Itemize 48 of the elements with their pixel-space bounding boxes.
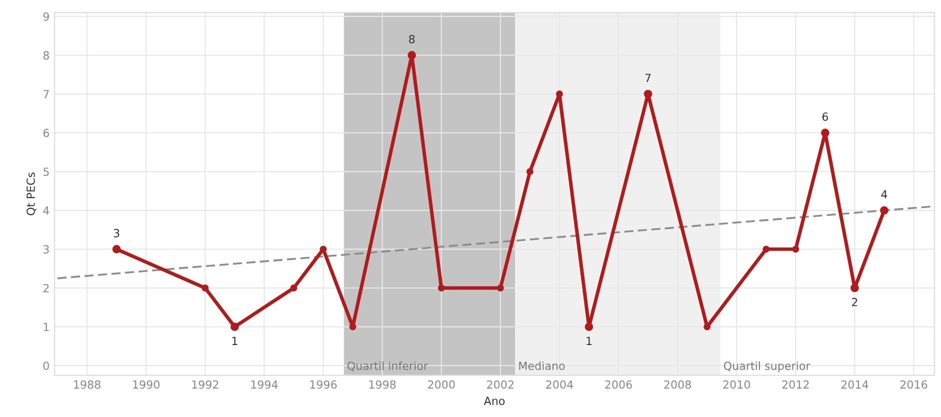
point [290,284,298,292]
x-tick-label: 2006 [605,380,632,389]
data-label: 8 [409,34,415,44]
data-label: 1 [232,336,238,345]
x-tick-label: 2010 [723,380,750,389]
y-tick-label: 1 [44,322,49,332]
x-tick-label: 1996 [310,380,337,389]
x-tick-label: 2016 [900,380,928,389]
y-tick-label: 8 [43,51,49,60]
x-tick-label: 2012 [782,380,809,389]
band-label: Quartil inferior [347,361,428,372]
point [349,323,356,330]
data-label: 3 [114,228,120,238]
point [438,284,445,292]
point [762,246,770,253]
x-tick-label: 2014 [841,380,868,389]
annotation: Quartil superior [724,361,810,372]
x-tick-label: 2008 [664,380,691,389]
y-tick-label: 7 [44,90,49,98]
y-tick-label: 5 [44,168,49,176]
x-tick-label: 1988 [74,380,100,389]
point [792,246,800,253]
y-tick-label: 6 [43,128,50,138]
x-axis-title: Ano [484,396,505,406]
y-tick-label: 9 [43,12,49,21]
x-tick-label: 1990 [133,380,160,389]
data-label: 1 [586,336,592,345]
point [202,284,209,292]
band-label: Mediano [519,361,565,370]
y-tick-label: 4 [43,206,50,215]
y-tick-label: 3 [43,245,49,254]
x-tick-label: 1998 [369,380,396,389]
y-axis-title: Qt PECs [26,172,36,216]
point [526,168,534,176]
point [556,90,563,98]
x-tick-label: 2000 [428,380,455,389]
y-tick-label: 0 [43,362,49,370]
x-tick-label: 1992 [192,380,218,389]
data-label: 2 [852,298,858,306]
x-tick-label: 1994 [251,380,278,389]
data-label: 7 [645,74,651,82]
y-tick-label: 2 [43,284,49,292]
x-tick-label: 2004 [546,380,573,389]
data-label: 6 [822,112,828,121]
x-tick-label: 2002 [487,380,514,389]
data-label: 4 [881,190,888,198]
point [496,284,504,292]
point [704,323,711,330]
